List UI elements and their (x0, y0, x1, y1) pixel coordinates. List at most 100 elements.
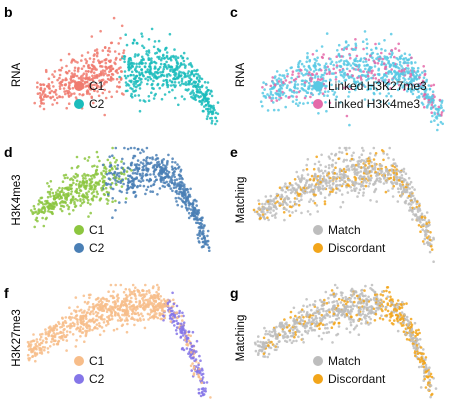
scatter-point (68, 330, 72, 334)
legend-label: C1 (89, 223, 105, 237)
scatter-point (81, 77, 85, 80)
scatter-point (369, 152, 372, 155)
scatter-point (367, 185, 370, 188)
scatter-point (113, 171, 116, 175)
scatter-point (321, 300, 324, 304)
scatter-point (86, 51, 90, 54)
scatter-point (52, 331, 56, 335)
scatter-point (119, 36, 122, 40)
scatter-point (128, 79, 131, 83)
scatter-point (56, 189, 60, 192)
scatter-point (104, 96, 108, 100)
scatter-point (171, 68, 175, 71)
scatter-point (175, 192, 179, 195)
scatter-point (105, 172, 109, 176)
scatter-point (205, 240, 209, 243)
scatter-point (198, 241, 201, 244)
scatter-point (215, 119, 219, 123)
scatter-point (124, 197, 128, 200)
scatter-point (431, 114, 434, 118)
scatter-point (400, 70, 403, 73)
scatter-point (57, 339, 61, 343)
scatter-point (75, 314, 79, 317)
scatter-point (115, 158, 118, 162)
scatter-point (194, 85, 198, 88)
scatter-point (156, 71, 159, 75)
scatter-point (156, 157, 160, 160)
scatter-point (358, 182, 362, 186)
scatter-point (351, 163, 354, 167)
scatter-point (50, 89, 53, 93)
scatter-point (396, 187, 400, 190)
scatter-point (369, 199, 372, 202)
scatter-point (45, 200, 49, 204)
scatter-point (337, 43, 341, 47)
scatter-point (388, 52, 391, 56)
legend-marker (74, 374, 84, 384)
scatter-point (120, 70, 123, 73)
scatter-point (422, 76, 426, 79)
scatter-point (322, 53, 325, 56)
scatter-point (391, 78, 394, 81)
scatter-point (96, 306, 100, 310)
scatter-point (413, 188, 416, 191)
scatter-point (61, 180, 65, 183)
scatter-point (159, 71, 162, 74)
scatter-point (60, 200, 63, 204)
scatter-point (354, 68, 358, 71)
scatter-point (111, 200, 114, 203)
scatter-point (409, 180, 413, 184)
scatter-point (407, 194, 411, 198)
scatter-point (397, 49, 401, 52)
scatter-point (119, 304, 122, 308)
scatter-point (308, 71, 311, 74)
scatter-point (300, 72, 304, 75)
scatter-point (423, 377, 427, 381)
scatter-point (36, 340, 39, 344)
scatter-point (79, 328, 82, 332)
scatter-point (283, 207, 286, 210)
scatter-point (397, 169, 400, 173)
scatter-point (109, 283, 113, 287)
scatter-point (140, 77, 143, 81)
scatter-point (138, 73, 142, 77)
scatter-point (112, 156, 116, 160)
scatter-point (422, 365, 426, 369)
scatter-point (163, 304, 167, 308)
scatter-point (410, 56, 413, 60)
scatter-point (71, 195, 75, 198)
scatter-point (200, 367, 204, 371)
scatter-point (387, 156, 390, 160)
scatter-point (184, 200, 188, 204)
scatter-point (334, 98, 338, 101)
scatter-point (299, 316, 302, 320)
scatter-point (31, 355, 34, 359)
scatter-point (79, 185, 83, 188)
scatter-point (332, 322, 336, 326)
scatter-point (328, 186, 331, 190)
scatter-point (180, 71, 183, 74)
scatter-point (259, 100, 263, 103)
scatter-point (135, 65, 138, 68)
scatter-point (60, 66, 64, 70)
scatter-point (313, 172, 317, 176)
scatter-point (58, 190, 62, 194)
scatter-point (373, 166, 377, 169)
scatter-point (345, 152, 349, 156)
scatter-point (267, 202, 270, 206)
scatter-point (111, 216, 114, 219)
scatter-point (355, 54, 359, 58)
scatter-point (180, 325, 183, 329)
scatter-point (144, 62, 147, 65)
scatter-point (390, 68, 394, 71)
scatter-point (370, 84, 374, 87)
scatter-point (291, 70, 295, 73)
scatter-point (351, 74, 355, 77)
scatter-point (264, 329, 268, 333)
scatter-point (206, 81, 210, 84)
scatter-point (374, 170, 377, 174)
scatter-point (168, 317, 172, 320)
scatter-point (95, 168, 99, 172)
scatter-point (35, 338, 39, 341)
scatter-point (62, 193, 66, 197)
